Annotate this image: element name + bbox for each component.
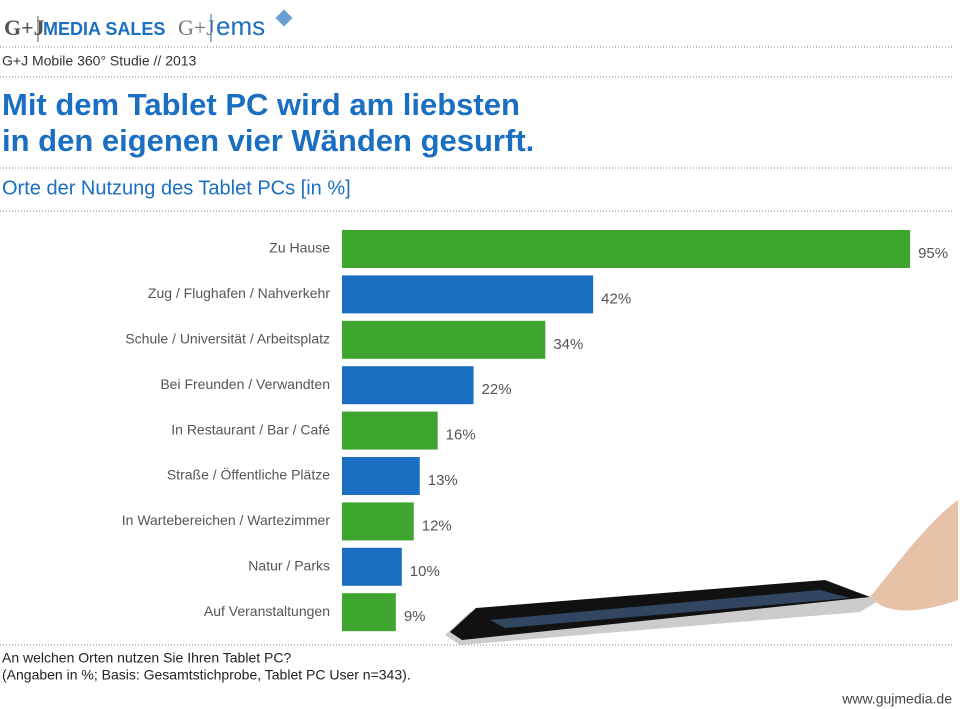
footnote: An welchen Orten nutzen Sie Ihren Tablet… — [2, 650, 291, 666]
value-label: 9% — [404, 608, 426, 625]
bar — [342, 502, 414, 541]
bar — [342, 230, 911, 268]
brand: MEDIA SALES — [43, 19, 165, 39]
category-label: Straße / Öffentliche Plätze — [167, 466, 330, 483]
bar — [342, 593, 396, 632]
logo-text: ems — [216, 11, 265, 41]
value-label: 16% — [446, 427, 476, 444]
category-label: Natur / Parks — [248, 558, 330, 574]
footnote: (Angaben in %; Basis: Gesamtstichprobe, … — [2, 667, 411, 683]
title: Mit dem Tablet PC wird am liebsten — [2, 87, 520, 122]
bar — [342, 320, 546, 359]
bar — [342, 275, 594, 314]
footer-url: www.gujmedia.de — [841, 691, 952, 707]
value-label: 42% — [601, 290, 631, 307]
category-label: Zug / Flughafen / Nahverkehr — [148, 285, 330, 301]
title: in den eigenen vier Wänden gesurft. — [2, 123, 534, 158]
value-label: 10% — [410, 563, 440, 580]
category-label: Schule / Universität / Arbeitsplatz — [125, 331, 330, 347]
value-label: 22% — [482, 381, 512, 398]
bar — [342, 457, 420, 495]
category-label: Auf Veranstaltungen — [204, 603, 330, 619]
value-label: 13% — [428, 472, 458, 489]
logo: G+J — [178, 15, 215, 40]
bar — [342, 366, 474, 405]
category-label: In Restaurant / Bar / Café — [171, 421, 330, 437]
study: G+J Mobile 360° Studie // 2013 — [2, 53, 197, 69]
category-label: Bei Freunden / Verwandten — [160, 376, 330, 392]
value-label: 12% — [422, 517, 452, 534]
subtitle: Orte der Nutzung des Tablet PCs [in %] — [2, 177, 351, 199]
category-label: Zu Hause — [269, 240, 330, 256]
value-label: 34% — [553, 336, 583, 353]
logo: G+J — [4, 15, 45, 40]
logo-icon — [275, 9, 293, 27]
value-label: 95% — [918, 245, 948, 262]
category-label: In Wartebereichen / Wartezimmer — [122, 512, 331, 528]
bar — [342, 411, 438, 450]
tablet — [445, 500, 958, 645]
bar — [342, 547, 402, 586]
